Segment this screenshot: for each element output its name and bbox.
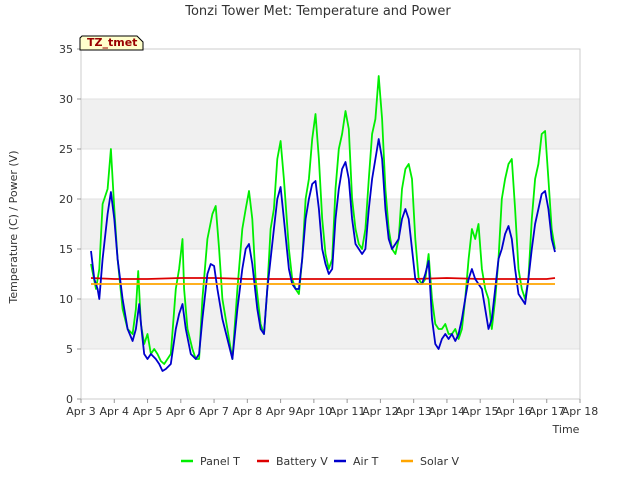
legend-label: Battery V	[276, 455, 328, 468]
x-tick-label: Apr 11	[329, 405, 366, 418]
x-tick-label: Apr 14	[429, 405, 466, 418]
x-tick-label: Apr 16	[495, 405, 532, 418]
x-tick-label: Apr 7	[199, 405, 229, 418]
y-tick-label: 0	[66, 393, 73, 406]
legend-label: Panel T	[200, 455, 240, 468]
series-line-panel-t	[90, 75, 556, 365]
axes: 0 5 10 15 20 25 30 35 Apr 3 Apr 4 Apr 5 Apr 6 Apr 7 A…	[59, 43, 598, 418]
y-tick-label: 25	[59, 143, 73, 156]
y-tick-label: 35	[59, 43, 73, 56]
chart-title: Tonzi Tower Met: Temperature and Power	[184, 4, 451, 19]
badge-label: TZ_tmet	[87, 36, 137, 49]
x-tick-label: Apr 17	[528, 405, 565, 418]
series-line-air-t	[90, 138, 556, 372]
y-tick-label: 30	[59, 93, 73, 106]
x-tick-label: Apr 15	[462, 405, 499, 418]
x-tick-label: Apr 6	[166, 405, 196, 418]
legend-item-panel-t: Panel T	[181, 455, 240, 468]
x-tick-label: Apr 13	[395, 405, 432, 418]
legend-label: Solar V	[420, 455, 460, 468]
legend-item-air-t: Air T	[334, 455, 379, 468]
x-tick-label: Apr 5	[133, 405, 163, 418]
x-tick-label: Apr 8	[233, 405, 263, 418]
grid-band	[81, 199, 580, 249]
y-tick-label: 20	[59, 193, 73, 206]
grid-band	[81, 299, 580, 349]
y-tick-label: 10	[59, 293, 73, 306]
x-tick-label: Apr 4	[100, 405, 130, 418]
badge-box	[79, 35, 144, 51]
series-line-battery-v	[90, 277, 556, 280]
x-tick-label: Apr 3	[66, 405, 96, 418]
x-axis-label: Time	[552, 423, 580, 436]
legend-item-solar-v: Solar V	[401, 455, 460, 468]
legend-label: Air T	[353, 455, 379, 468]
plot-border	[80, 48, 581, 400]
legend: Panel T Battery V Air T Solar V	[181, 455, 460, 468]
y-axis-label: Temperature (C) / Power (V)	[7, 150, 20, 304]
x-tick-label: Apr 18	[562, 405, 599, 418]
grid-bands	[81, 48, 580, 400]
y-tick-label: 15	[59, 243, 73, 256]
grid-band	[81, 99, 580, 149]
legend-item-battery-v: Battery V	[257, 455, 328, 468]
y-tick-label: 5	[66, 343, 73, 356]
x-tick-label: Apr 12	[362, 405, 399, 418]
series-layer	[90, 75, 556, 372]
x-tick-label: Apr 9	[266, 405, 296, 418]
dataset-badge: TZ_tmet	[79, 35, 144, 51]
x-tick-label: Apr 10	[296, 405, 333, 418]
